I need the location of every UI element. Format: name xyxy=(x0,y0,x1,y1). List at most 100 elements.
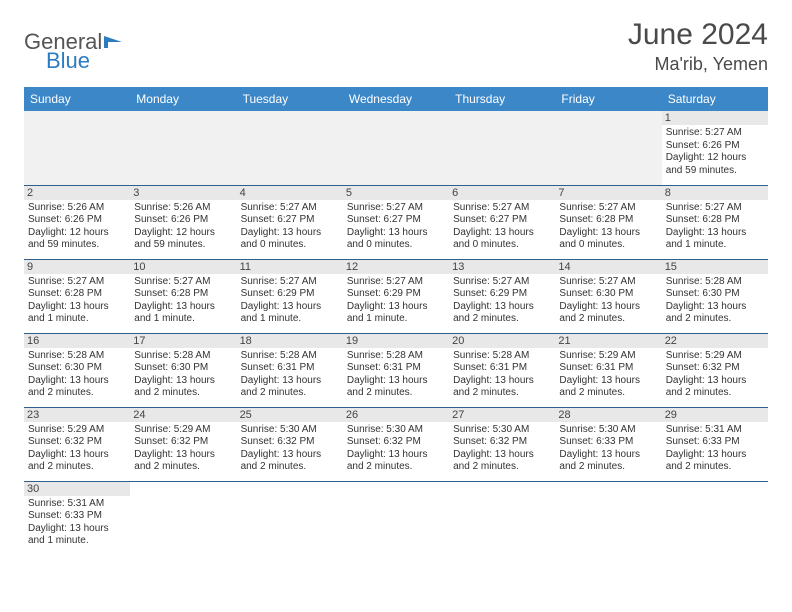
daylight-text: Daylight: 13 hours xyxy=(347,227,445,240)
sunrise-text: Sunrise: 5:29 AM xyxy=(28,424,126,437)
week-row: 9Sunrise: 5:27 AMSunset: 6:28 PMDaylight… xyxy=(24,259,768,333)
sunset-text: Sunset: 6:27 PM xyxy=(241,214,339,227)
daylight-text: Daylight: 13 hours xyxy=(28,375,126,388)
day-cell: 27Sunrise: 5:30 AMSunset: 6:32 PMDayligh… xyxy=(449,407,555,481)
day-number: 18 xyxy=(237,334,343,348)
day-cell: 14Sunrise: 5:27 AMSunset: 6:30 PMDayligh… xyxy=(555,259,661,333)
title-block: June 2024 Ma'rib, Yemen xyxy=(628,18,768,75)
day-cell xyxy=(449,481,555,555)
day-cell: 15Sunrise: 5:28 AMSunset: 6:30 PMDayligh… xyxy=(662,259,768,333)
sunset-text: Sunset: 6:28 PM xyxy=(28,288,126,301)
weekday-header: Saturday xyxy=(662,87,768,111)
sunset-text: Sunset: 6:29 PM xyxy=(347,288,445,301)
daylight-text: Daylight: 13 hours xyxy=(453,227,551,240)
daylight-text: Daylight: 13 hours xyxy=(28,449,126,462)
day-cell: 9Sunrise: 5:27 AMSunset: 6:28 PMDaylight… xyxy=(24,259,130,333)
daylight-text: and 2 minutes. xyxy=(453,313,551,326)
day-cell xyxy=(662,481,768,555)
sunset-text: Sunset: 6:26 PM xyxy=(28,214,126,227)
weekday-header: Sunday xyxy=(24,87,130,111)
daylight-text: and 2 minutes. xyxy=(666,461,764,474)
daylight-text: Daylight: 13 hours xyxy=(241,449,339,462)
day-cell xyxy=(237,481,343,555)
sunrise-text: Sunrise: 5:28 AM xyxy=(347,350,445,363)
daylight-text: Daylight: 13 hours xyxy=(666,375,764,388)
sunrise-text: Sunrise: 5:27 AM xyxy=(241,202,339,215)
sunrise-text: Sunrise: 5:27 AM xyxy=(347,202,445,215)
day-number: 29 xyxy=(662,408,768,422)
day-cell xyxy=(343,111,449,185)
weekday-header: Monday xyxy=(130,87,236,111)
location: Ma'rib, Yemen xyxy=(628,54,768,75)
daylight-text: Daylight: 13 hours xyxy=(453,375,551,388)
sunset-text: Sunset: 6:30 PM xyxy=(559,288,657,301)
day-cell: 13Sunrise: 5:27 AMSunset: 6:29 PMDayligh… xyxy=(449,259,555,333)
day-number: 2 xyxy=(24,186,130,200)
weekday-header: Tuesday xyxy=(237,87,343,111)
day-cell: 29Sunrise: 5:31 AMSunset: 6:33 PMDayligh… xyxy=(662,407,768,481)
sunrise-text: Sunrise: 5:29 AM xyxy=(559,350,657,363)
day-cell: 2Sunrise: 5:26 AMSunset: 6:26 PMDaylight… xyxy=(24,185,130,259)
sunset-text: Sunset: 6:30 PM xyxy=(666,288,764,301)
day-number: 3 xyxy=(130,186,236,200)
sunrise-text: Sunrise: 5:31 AM xyxy=(666,424,764,437)
daylight-text: Daylight: 13 hours xyxy=(559,449,657,462)
sunset-text: Sunset: 6:30 PM xyxy=(134,362,232,375)
sunrise-text: Sunrise: 5:30 AM xyxy=(559,424,657,437)
daylight-text: and 2 minutes. xyxy=(347,461,445,474)
day-number: 30 xyxy=(24,482,130,496)
week-row: 30Sunrise: 5:31 AMSunset: 6:33 PMDayligh… xyxy=(24,481,768,555)
sunset-text: Sunset: 6:32 PM xyxy=(347,436,445,449)
day-number: 23 xyxy=(24,408,130,422)
daylight-text: and 1 minute. xyxy=(28,535,126,548)
day-number: 27 xyxy=(449,408,555,422)
day-cell: 11Sunrise: 5:27 AMSunset: 6:29 PMDayligh… xyxy=(237,259,343,333)
day-number: 22 xyxy=(662,334,768,348)
sunset-text: Sunset: 6:29 PM xyxy=(241,288,339,301)
sunset-text: Sunset: 6:26 PM xyxy=(666,140,764,153)
day-number: 1 xyxy=(662,111,768,125)
day-number: 8 xyxy=(662,186,768,200)
day-cell: 1Sunrise: 5:27 AMSunset: 6:26 PMDaylight… xyxy=(662,111,768,185)
day-cell: 19Sunrise: 5:28 AMSunset: 6:31 PMDayligh… xyxy=(343,333,449,407)
daylight-text: Daylight: 13 hours xyxy=(241,375,339,388)
day-number: 9 xyxy=(24,260,130,274)
sunset-text: Sunset: 6:28 PM xyxy=(134,288,232,301)
flag-icon xyxy=(104,28,124,54)
daylight-text: Daylight: 13 hours xyxy=(28,523,126,536)
day-cell xyxy=(24,111,130,185)
daylight-text: and 2 minutes. xyxy=(134,387,232,400)
day-cell: 3Sunrise: 5:26 AMSunset: 6:26 PMDaylight… xyxy=(130,185,236,259)
day-cell: 25Sunrise: 5:30 AMSunset: 6:32 PMDayligh… xyxy=(237,407,343,481)
day-cell: 21Sunrise: 5:29 AMSunset: 6:31 PMDayligh… xyxy=(555,333,661,407)
daylight-text: Daylight: 13 hours xyxy=(453,449,551,462)
sunset-text: Sunset: 6:32 PM xyxy=(241,436,339,449)
sunset-text: Sunset: 6:31 PM xyxy=(453,362,551,375)
daylight-text: and 2 minutes. xyxy=(559,313,657,326)
sunset-text: Sunset: 6:33 PM xyxy=(28,510,126,523)
day-number: 21 xyxy=(555,334,661,348)
sunset-text: Sunset: 6:30 PM xyxy=(28,362,126,375)
weekday-header: Thursday xyxy=(449,87,555,111)
sunrise-text: Sunrise: 5:28 AM xyxy=(134,350,232,363)
sunrise-text: Sunrise: 5:29 AM xyxy=(134,424,232,437)
day-number: 5 xyxy=(343,186,449,200)
daylight-text: and 2 minutes. xyxy=(453,461,551,474)
daylight-text: and 2 minutes. xyxy=(559,461,657,474)
daylight-text: and 0 minutes. xyxy=(241,239,339,252)
day-cell: 23Sunrise: 5:29 AMSunset: 6:32 PMDayligh… xyxy=(24,407,130,481)
daylight-text: Daylight: 13 hours xyxy=(666,301,764,314)
daylight-text: and 2 minutes. xyxy=(453,387,551,400)
sunset-text: Sunset: 6:28 PM xyxy=(666,214,764,227)
sunset-text: Sunset: 6:32 PM xyxy=(453,436,551,449)
day-number: 28 xyxy=(555,408,661,422)
day-cell: 16Sunrise: 5:28 AMSunset: 6:30 PMDayligh… xyxy=(24,333,130,407)
week-row: 2Sunrise: 5:26 AMSunset: 6:26 PMDaylight… xyxy=(24,185,768,259)
day-cell xyxy=(555,111,661,185)
daylight-text: and 59 minutes. xyxy=(666,165,764,178)
daylight-text: Daylight: 12 hours xyxy=(666,152,764,165)
day-cell: 12Sunrise: 5:27 AMSunset: 6:29 PMDayligh… xyxy=(343,259,449,333)
daylight-text: and 59 minutes. xyxy=(134,239,232,252)
day-cell xyxy=(130,111,236,185)
daylight-text: and 0 minutes. xyxy=(453,239,551,252)
